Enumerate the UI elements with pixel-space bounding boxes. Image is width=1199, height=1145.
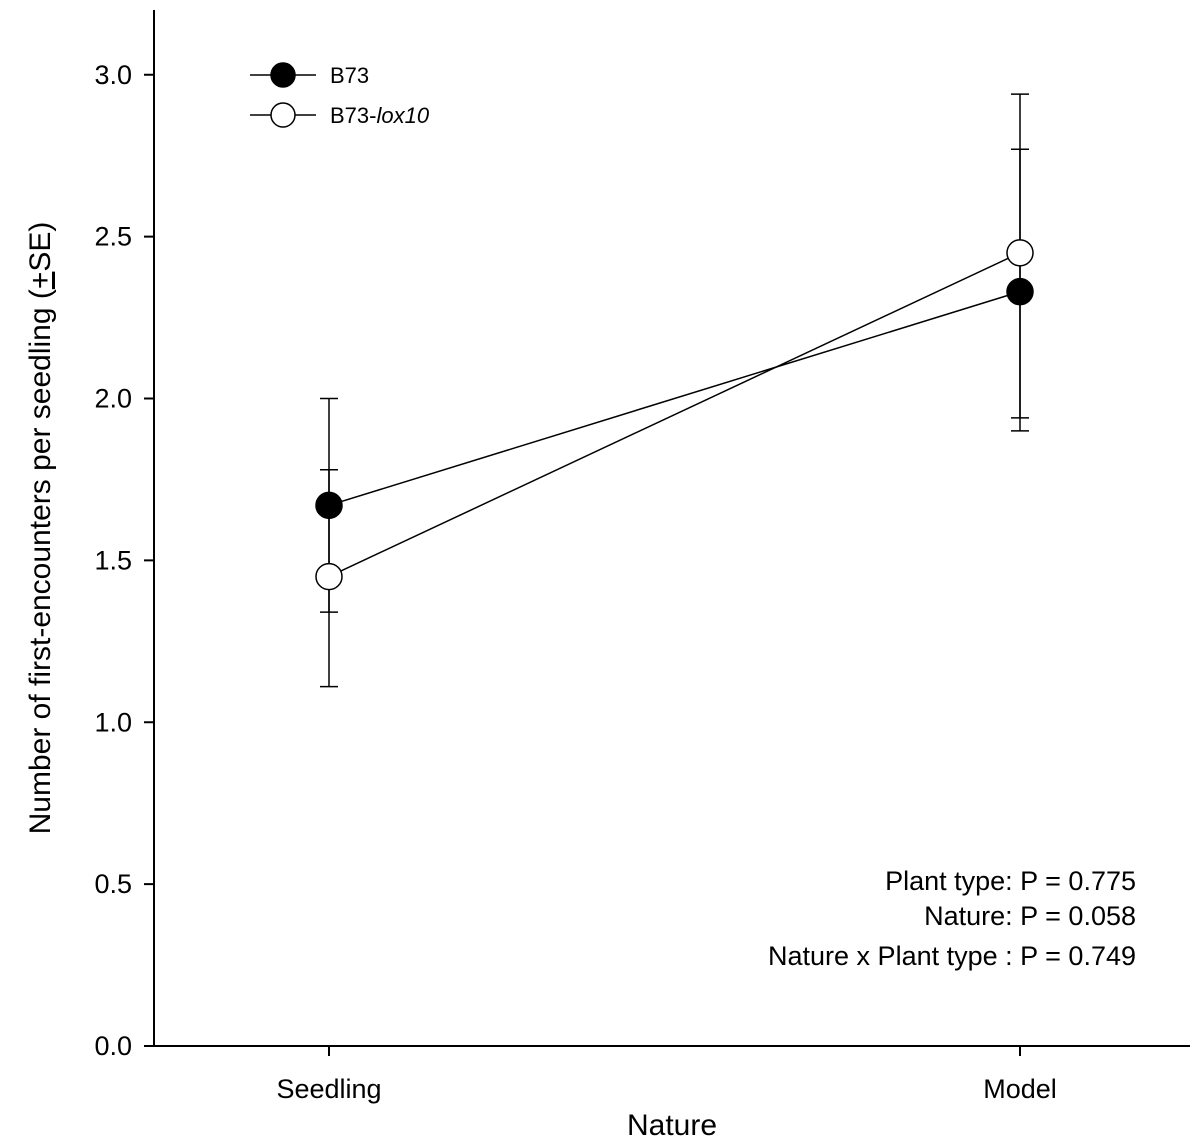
data-point-b73-lox10 bbox=[315, 562, 343, 591]
x-ticks: Seedling Model bbox=[276, 1046, 1057, 1104]
y-tick-label: 2.0 bbox=[94, 384, 132, 414]
y-tick-label: 1.5 bbox=[94, 545, 132, 575]
y-tick-label: 2.5 bbox=[94, 222, 132, 252]
x-axis-title: Nature bbox=[627, 1109, 717, 1142]
plus-minus-symbol: + bbox=[24, 272, 57, 290]
legend-label-b73: B73 bbox=[330, 63, 369, 88]
data-point-b73 bbox=[315, 491, 343, 520]
legend-marker-b73-lox10 bbox=[270, 102, 296, 128]
legend-label-b73-lox10: B73-lox10 bbox=[330, 103, 430, 128]
data-point-b73 bbox=[1006, 277, 1034, 306]
y-tick-label: 0.0 bbox=[94, 1031, 132, 1061]
y-tick-label: 0.5 bbox=[94, 869, 132, 899]
legend-marker-b73 bbox=[270, 62, 296, 88]
stats-annotations: Plant type: P = 0.775 Nature: P = 0.058 … bbox=[768, 866, 1136, 971]
annotation-interaction: Nature x Plant type : P = 0.749 bbox=[768, 941, 1136, 971]
legend: B73 B73-lox10 bbox=[250, 62, 430, 128]
annotation-nature: Nature: P = 0.058 bbox=[924, 901, 1136, 931]
y-tick-label: 3.0 bbox=[94, 60, 132, 90]
x-tick-label: Seedling bbox=[276, 1074, 381, 1104]
series-line-b73-lox10 bbox=[328, 252, 1021, 578]
series-layer bbox=[315, 93, 1034, 688]
y-tick-label: 1.0 bbox=[94, 707, 132, 737]
annotation-plant-type: Plant type: P = 0.775 bbox=[885, 866, 1136, 896]
series-line-b73 bbox=[328, 290, 1021, 507]
data-point-b73-lox10 bbox=[1006, 239, 1034, 267]
x-tick-label: Model bbox=[983, 1074, 1057, 1104]
y-ticks: 0.0 0.5 1.0 1.5 2.0 2.5 3.0 bbox=[94, 60, 154, 1061]
y-axis-title: Number of first-encounters per seedling … bbox=[24, 222, 57, 835]
